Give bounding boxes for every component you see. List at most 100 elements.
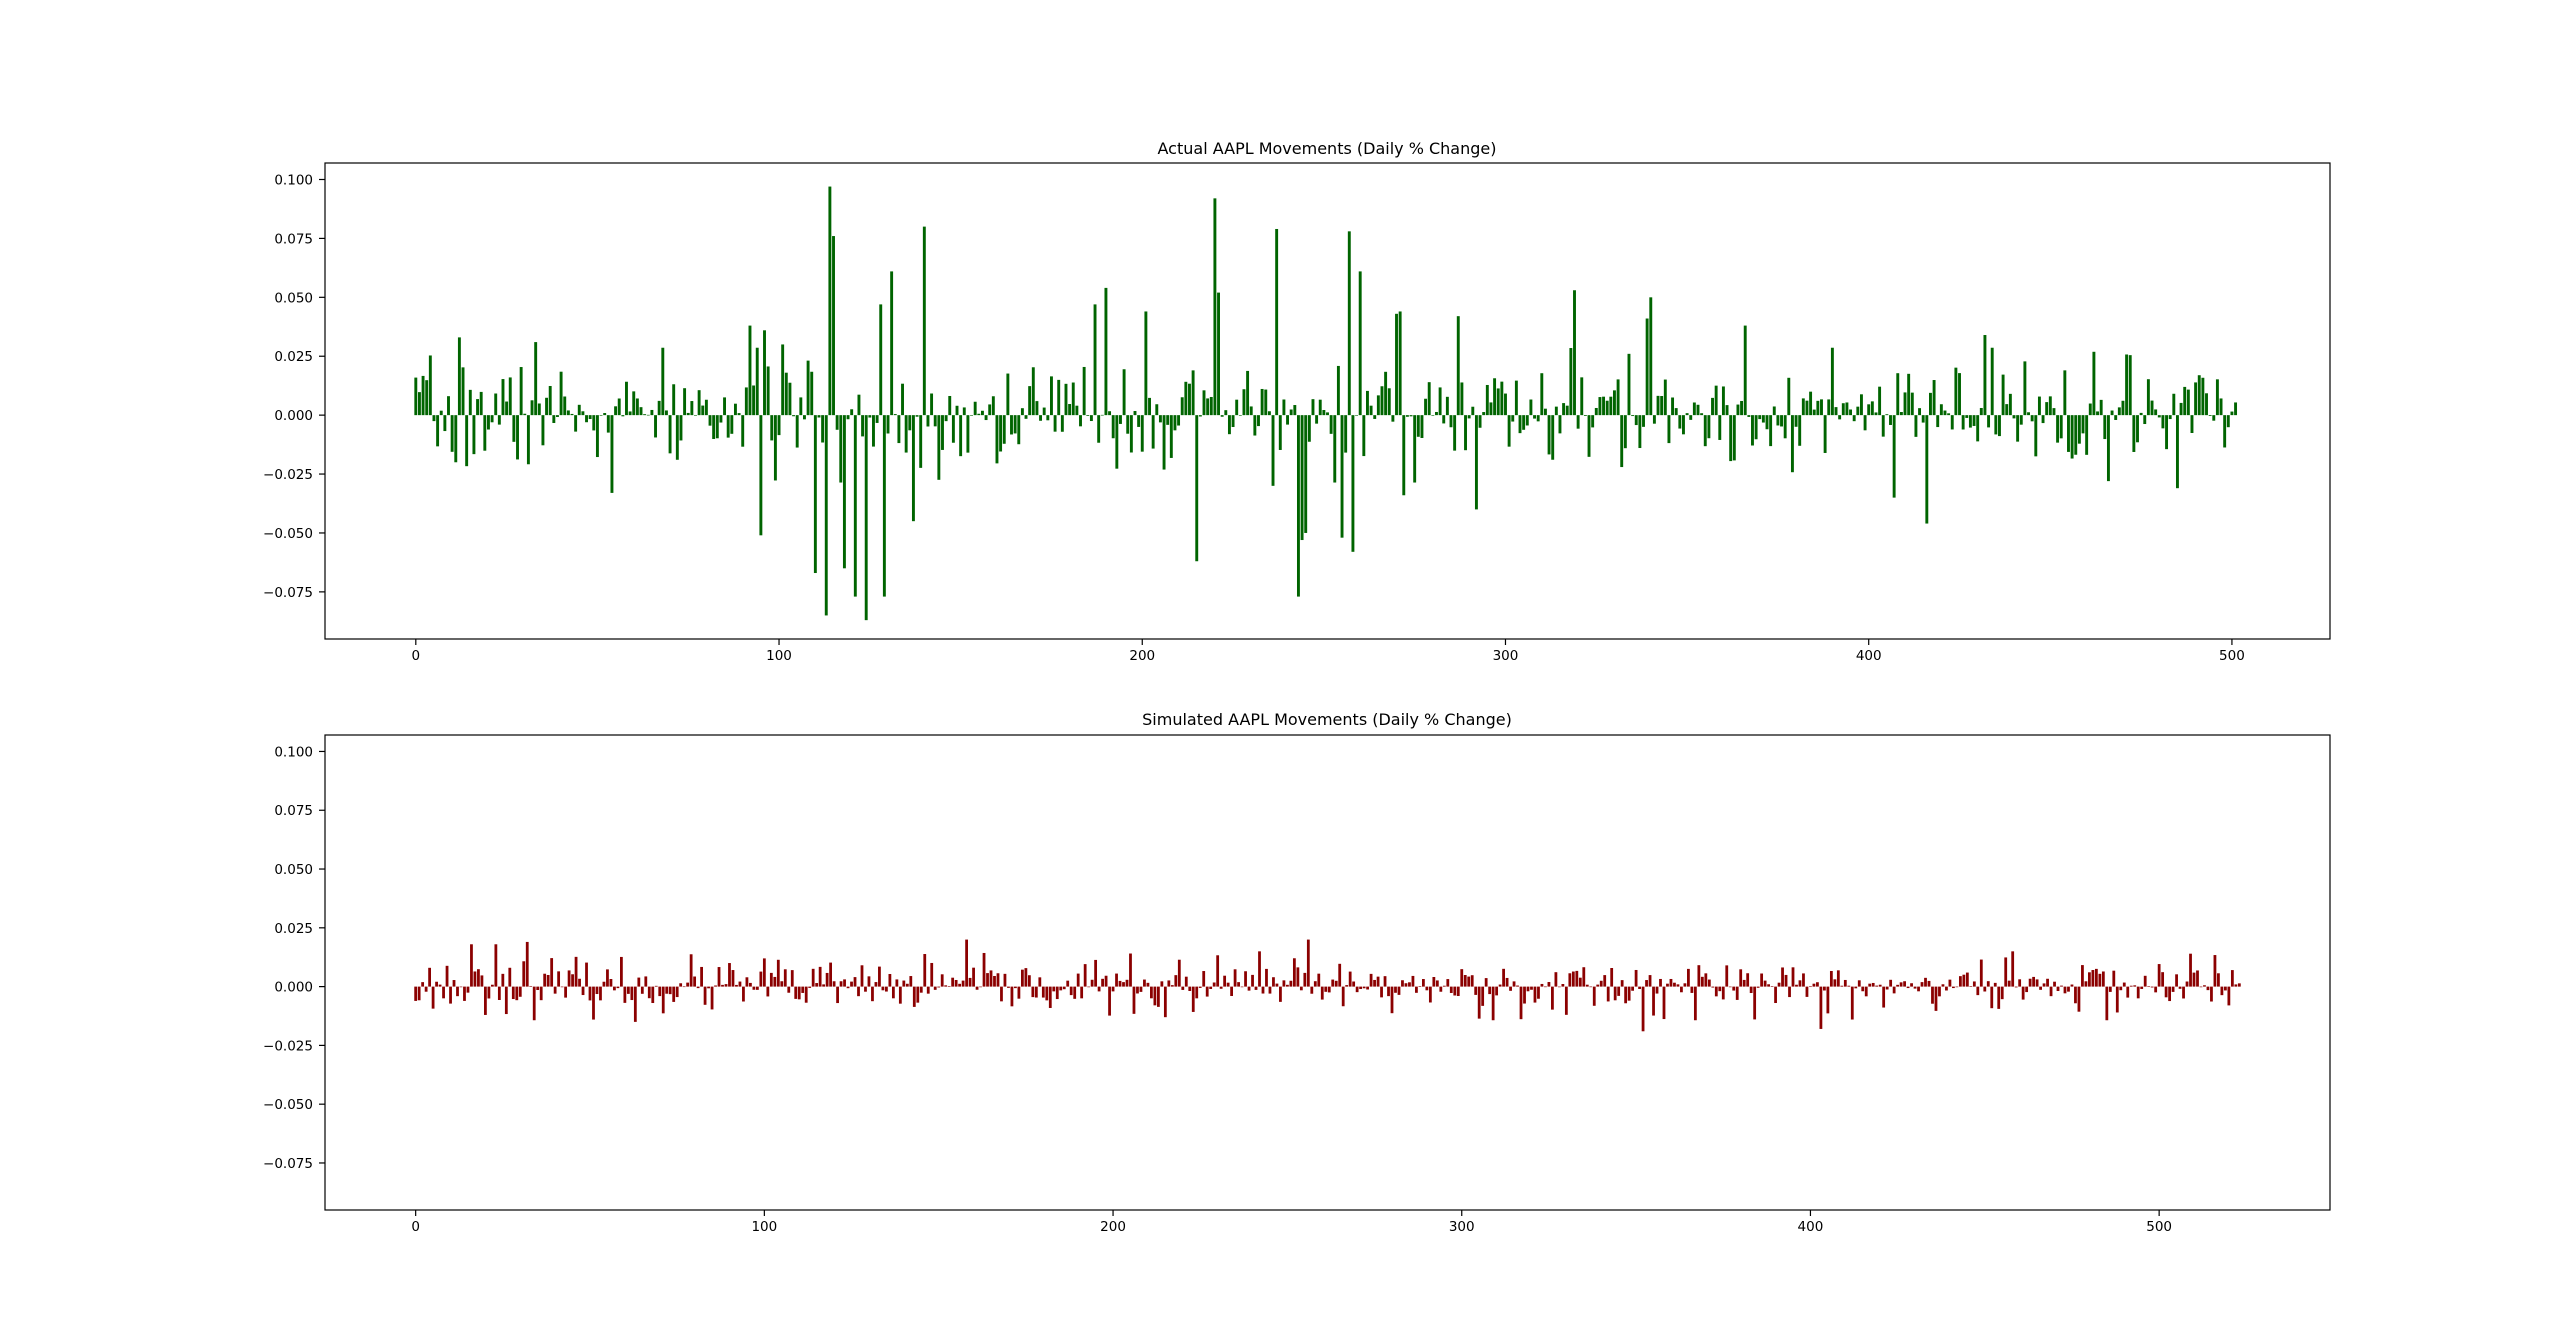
bar — [424, 986, 428, 992]
bar — [1680, 986, 1683, 993]
bar — [1509, 986, 1512, 991]
bar — [1859, 394, 1863, 416]
bar — [846, 986, 850, 989]
bar — [2092, 351, 2096, 416]
bar — [1057, 379, 1061, 416]
bar — [570, 413, 574, 416]
bar — [781, 344, 785, 416]
bar — [977, 413, 981, 416]
bar — [1623, 415, 1627, 449]
y-tick-label: −0.075 — [263, 585, 313, 601]
bar — [1119, 415, 1122, 424]
bar — [1268, 986, 1272, 994]
bar — [1100, 414, 1104, 416]
bar — [1794, 415, 1798, 427]
bar — [2121, 400, 2125, 416]
bar — [1918, 408, 1922, 416]
bar — [947, 986, 951, 987]
bar — [2081, 415, 2085, 434]
bar — [487, 415, 490, 430]
bar — [1790, 415, 1794, 473]
bar — [1690, 986, 1694, 993]
bar — [609, 979, 613, 987]
bar — [1533, 415, 1536, 419]
bar — [2084, 981, 2088, 987]
bar — [1140, 415, 1144, 452]
bar — [2205, 393, 2208, 416]
bar — [2106, 415, 2110, 482]
bar — [664, 410, 668, 416]
bar — [1889, 415, 1892, 425]
bar — [1948, 979, 1952, 987]
y-tick-label: 0.000 — [274, 408, 313, 424]
bar — [1682, 415, 1685, 435]
bar — [1484, 978, 1488, 987]
bar — [2230, 411, 2234, 416]
bar — [944, 985, 948, 987]
bar — [909, 976, 913, 987]
bar — [806, 360, 810, 416]
bar — [414, 986, 418, 1001]
bar — [770, 415, 774, 441]
bar — [1746, 973, 1750, 987]
bar — [661, 986, 665, 1014]
bar — [1042, 407, 1046, 416]
bar — [2060, 985, 2063, 987]
bar — [2096, 411, 2099, 416]
bar — [984, 415, 988, 421]
bar — [1950, 415, 1954, 430]
bar — [1275, 228, 1279, 416]
bar — [1551, 986, 1554, 1010]
bar — [930, 393, 934, 416]
bar — [1489, 402, 1493, 416]
bar — [1282, 980, 1286, 987]
bar — [1155, 404, 1159, 416]
bar — [2223, 415, 2227, 448]
bar — [1496, 388, 1500, 416]
bar — [1445, 396, 1449, 416]
bar — [1569, 348, 1573, 416]
bar — [1767, 984, 1770, 987]
bar — [1167, 980, 1171, 987]
bar — [1334, 980, 1338, 987]
x-tick-label: 0 — [412, 648, 421, 664]
bar — [704, 399, 708, 416]
bar — [745, 977, 749, 987]
bar — [1188, 383, 1191, 416]
bar — [1571, 971, 1575, 987]
bar — [1805, 986, 1809, 997]
bar — [1589, 986, 1593, 988]
bar — [466, 986, 470, 993]
bar — [1993, 982, 1997, 987]
bar — [1729, 415, 1733, 462]
bar — [1387, 986, 1390, 997]
bar — [1543, 408, 1547, 416]
y-tick-label: 0.000 — [274, 980, 313, 996]
bar — [1662, 986, 1666, 1020]
bar — [701, 405, 705, 416]
bar — [2161, 415, 2165, 429]
bar — [1395, 313, 1398, 416]
bar — [888, 974, 892, 987]
bar — [2178, 986, 2182, 989]
bar — [902, 980, 906, 987]
bar — [1809, 986, 1812, 988]
bar — [1101, 978, 1104, 987]
bar — [1870, 401, 1874, 416]
bar — [2128, 355, 2132, 416]
bar — [822, 984, 826, 987]
bar — [647, 986, 651, 999]
bar — [1278, 415, 1282, 450]
bar — [1402, 415, 1406, 496]
bar — [2019, 415, 2023, 425]
bar — [1954, 367, 1958, 416]
bar — [1163, 986, 1167, 1018]
bar — [614, 406, 618, 416]
bar — [959, 415, 963, 457]
bar — [595, 415, 599, 458]
bar — [1470, 975, 1474, 987]
bar — [2004, 957, 2008, 987]
bar — [1327, 986, 1331, 993]
bar — [1238, 415, 1242, 416]
bar — [1827, 399, 1831, 416]
